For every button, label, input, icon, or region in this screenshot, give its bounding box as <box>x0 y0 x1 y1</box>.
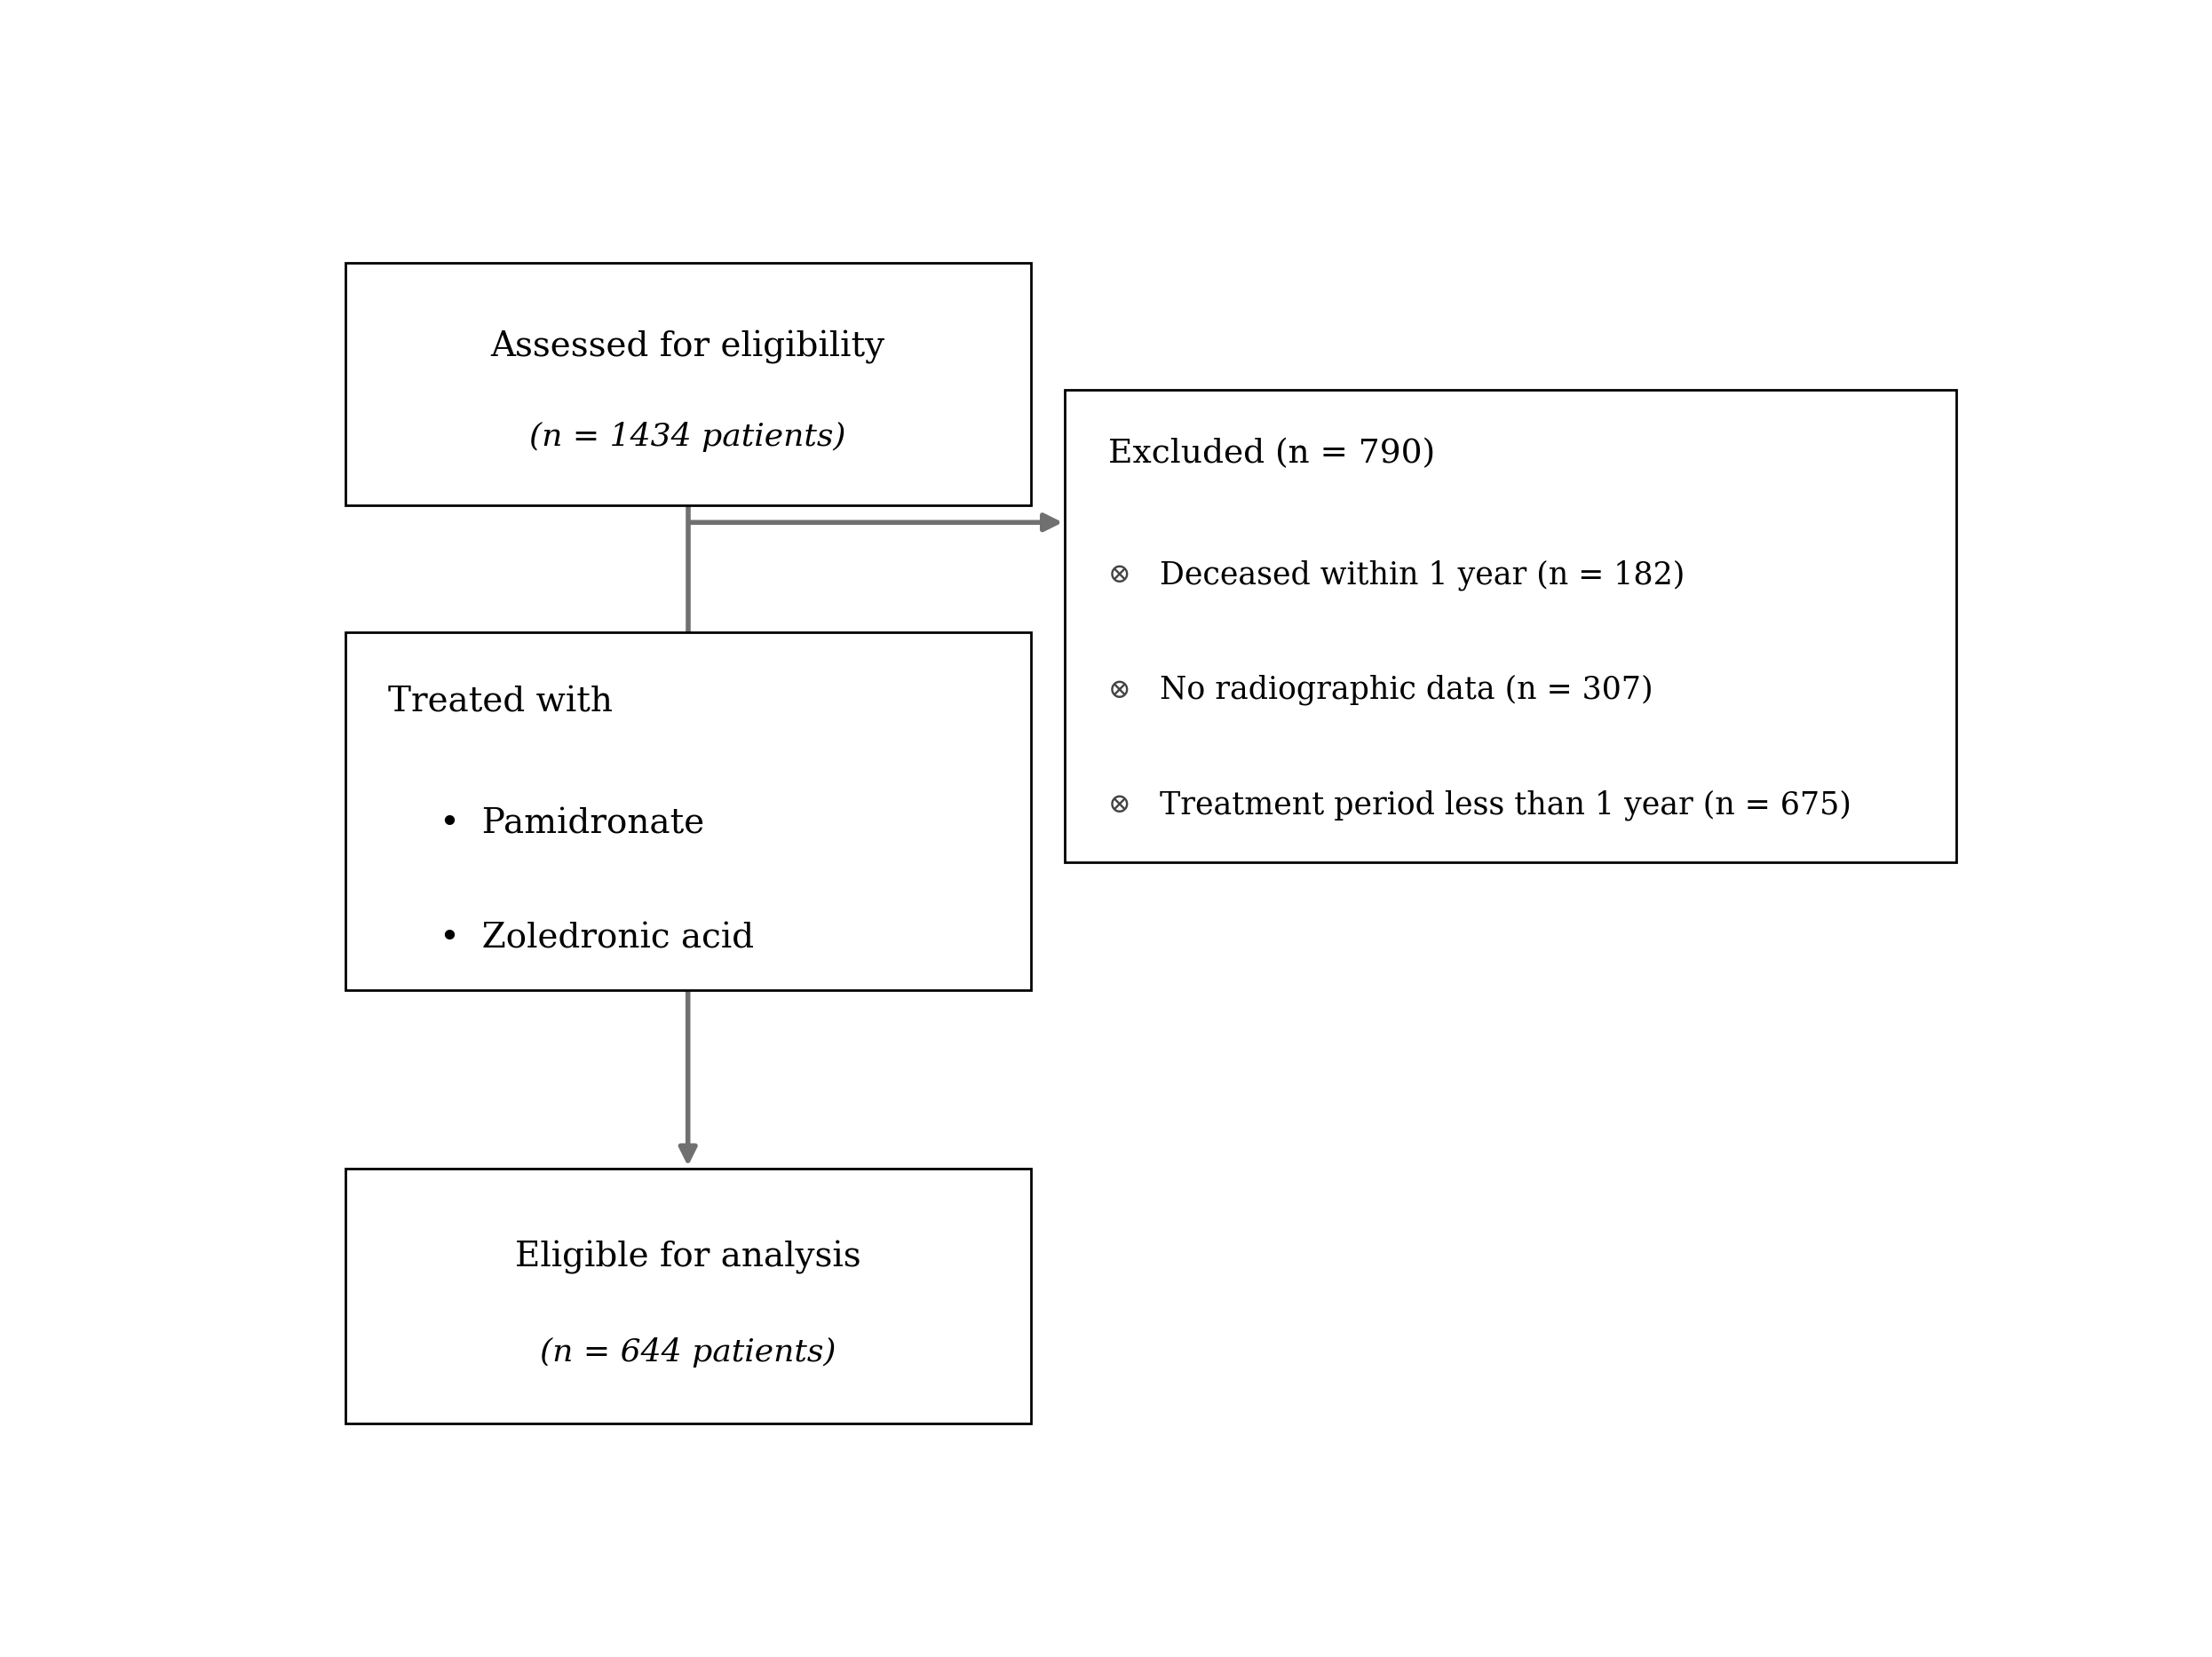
Text: •  Pamidronate: • Pamidronate <box>440 807 703 840</box>
Text: (n = 1434 patients): (n = 1434 patients) <box>529 423 847 452</box>
FancyBboxPatch shape <box>345 1168 1031 1423</box>
FancyBboxPatch shape <box>1066 391 1955 862</box>
Text: ⊗: ⊗ <box>1108 562 1130 588</box>
Text: Treated with: Treated with <box>387 686 613 719</box>
Text: (n = 644 patients): (n = 644 patients) <box>540 1337 836 1367</box>
Text: Eligible for analysis: Eligible for analysis <box>515 1241 860 1274</box>
Text: Deceased within 1 year (n = 182): Deceased within 1 year (n = 182) <box>1159 560 1686 590</box>
Text: No radiographic data (n = 307): No radiographic data (n = 307) <box>1159 674 1652 706</box>
Text: ⊗: ⊗ <box>1108 676 1130 704</box>
FancyBboxPatch shape <box>345 263 1031 505</box>
FancyBboxPatch shape <box>345 633 1031 989</box>
Text: Assessed for eligibility: Assessed for eligibility <box>491 331 885 365</box>
Text: •  Zoledronic acid: • Zoledronic acid <box>440 923 754 956</box>
Text: Excluded (n = 790): Excluded (n = 790) <box>1108 437 1436 471</box>
Text: ⊗: ⊗ <box>1108 790 1130 819</box>
Text: Treatment period less than 1 year (n = 675): Treatment period less than 1 year (n = 6… <box>1159 789 1851 820</box>
